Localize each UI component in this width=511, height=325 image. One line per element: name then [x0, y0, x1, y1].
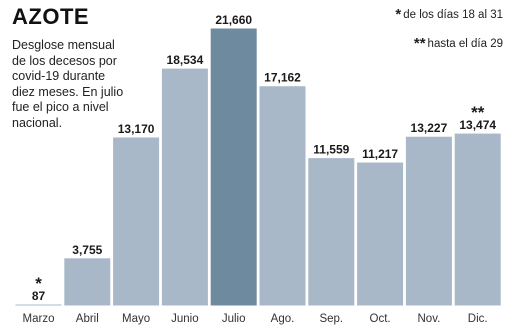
marker-0: * [35, 274, 42, 293]
value-label-3: 18,534 [167, 53, 204, 67]
footnote-1: * de los días 18 al 31 [395, 6, 503, 23]
marker-9: ** [471, 103, 485, 122]
bar-9 [453, 132, 502, 307]
value-label-8: 13,227 [411, 121, 448, 135]
value-label-9: 13,474 [459, 118, 496, 132]
footnote-1-text: de los días 18 al 31 [403, 9, 503, 21]
category-label-6: Sep. [319, 313, 343, 325]
value-label-6: 11,559 [313, 143, 349, 157]
value-label-4: 21,660 [215, 13, 252, 27]
bar-1 [63, 257, 112, 307]
footnote-1-symbol: * [395, 6, 402, 23]
category-label-7: Oct. [370, 313, 391, 325]
value-label-2: 13,170 [118, 122, 155, 136]
value-label-1: 3,755 [72, 243, 102, 257]
footnote-2-text: hasta el día 29 [427, 38, 503, 50]
bar-7 [356, 161, 405, 307]
category-label-1: Abril [76, 313, 99, 325]
category-label-2: Mayo [122, 313, 150, 325]
category-label-0: Marzo [23, 313, 55, 325]
category-label-4: Julio [222, 313, 246, 325]
chart-title: AZOTE [12, 4, 90, 29]
bar-8 [404, 135, 453, 307]
bar-6 [307, 157, 356, 307]
category-label-8: Nov. [418, 313, 441, 325]
value-label-7: 11,217 [362, 147, 398, 161]
chart-description: Desglose mensual de los decesos por covi… [12, 38, 124, 130]
category-label-5: Ago. [271, 313, 295, 325]
category-label-9: Dic. [468, 313, 488, 325]
bar-4 [209, 27, 258, 307]
bar-3 [160, 67, 209, 307]
bar-0 [14, 303, 63, 307]
value-label-5: 17,162 [264, 71, 301, 85]
footnotes: * de los días 18 al 31 ** hasta el día 29 [395, 6, 503, 52]
footnote-2: ** hasta el día 29 [395, 35, 503, 52]
footnote-2-symbol: ** [413, 35, 426, 52]
bar-2 [112, 136, 161, 307]
category-label-3: Junio [171, 313, 199, 325]
bar-5 [258, 85, 307, 307]
value-label-0: 87 [32, 289, 46, 303]
